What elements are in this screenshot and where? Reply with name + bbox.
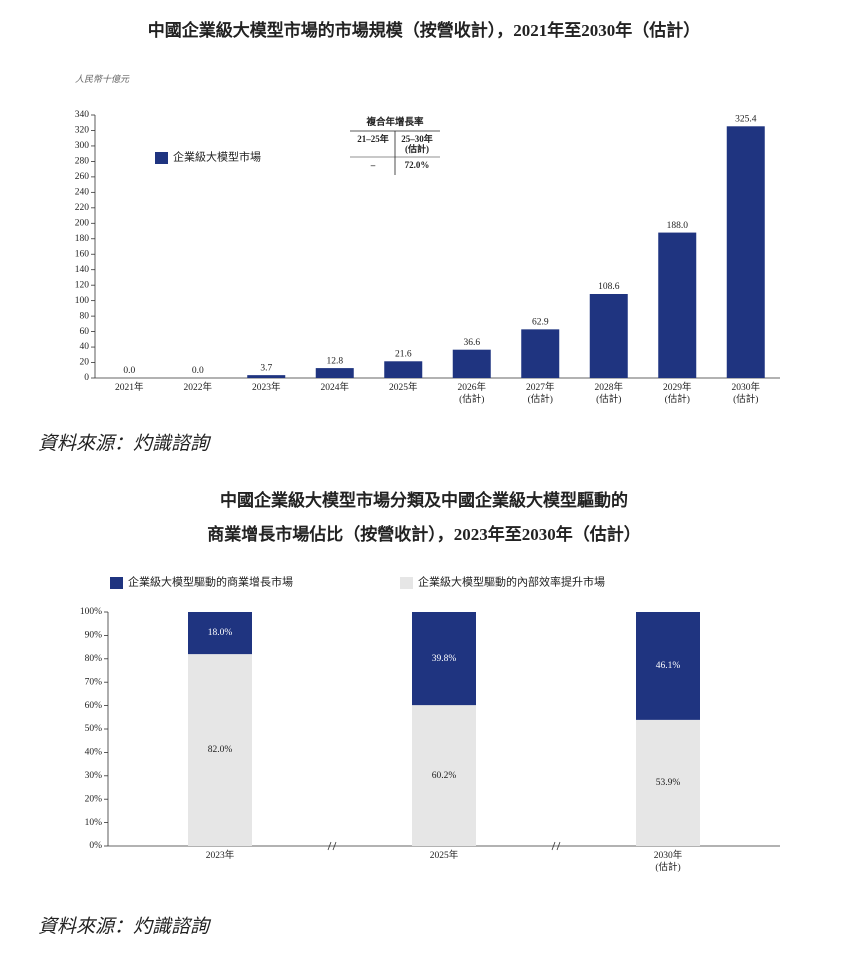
value-label: 36.6 xyxy=(463,338,480,348)
y-tick-label: 240 xyxy=(75,188,90,198)
x-tick-label: 2028年(估計) xyxy=(594,381,623,405)
y-tick-label: 120 xyxy=(75,280,90,290)
axis-break xyxy=(551,841,561,851)
y-tick-label: 60 xyxy=(80,327,90,337)
x-tick-label: 2022年 xyxy=(183,381,212,393)
bar-segment xyxy=(188,654,252,846)
legend-swatch xyxy=(155,152,168,164)
value-label: 12.8 xyxy=(326,356,343,366)
y-tick-label: 50% xyxy=(85,724,103,734)
x-tick-label: 2025年 xyxy=(389,381,418,393)
bar xyxy=(658,232,697,378)
table-value: 72.0% xyxy=(405,160,430,170)
x-tick-label: 2025年 xyxy=(430,849,459,861)
source: 資料來源：灼識諮詢 xyxy=(38,432,212,454)
y-tick-label: 260 xyxy=(75,172,90,182)
y-tick-label: 160 xyxy=(75,249,90,259)
bar xyxy=(726,126,765,379)
y-tick-label: 60% xyxy=(85,701,103,711)
bar-segment xyxy=(636,612,700,720)
y-tick-label: 80% xyxy=(85,654,103,664)
table-header: 25–30年(估計) xyxy=(401,133,433,154)
value-label: 39.8% xyxy=(432,654,457,664)
x-tick-label: 2030年(估計) xyxy=(731,381,760,405)
x-tick-label: 2026年(估計) xyxy=(457,381,486,405)
y-tick-label: 40 xyxy=(80,342,90,352)
y-tick-label: 280 xyxy=(75,157,90,167)
x-tick-label: 2030年(估計) xyxy=(654,849,683,873)
table-title: 複合年增長率 xyxy=(365,116,424,128)
bar-segment xyxy=(188,612,252,655)
legend-swatch xyxy=(400,577,413,589)
y-tick-label: 20% xyxy=(85,794,103,804)
legend-label: 企業級大模型驅動的內部效率提升市場 xyxy=(418,575,605,589)
value-label: 82.0% xyxy=(208,745,233,755)
value-label: 0.0 xyxy=(192,366,204,376)
bar xyxy=(452,349,491,378)
axis-break xyxy=(327,841,337,851)
x-tick-label: 2023年 xyxy=(252,381,281,393)
x-tick-label: 2021年 xyxy=(115,381,144,393)
chart-title: 中國企業級大模型市場的市場規模（按營收計），2021年至2030年（估計） xyxy=(148,20,701,40)
bar xyxy=(315,368,354,378)
legend-label: 企業級大模型驅動的商業增長市場 xyxy=(128,575,293,589)
y-tick-label: 70% xyxy=(85,677,103,687)
bar-segment xyxy=(412,705,476,846)
y-tick-label: 10% xyxy=(85,818,103,828)
unit-label: 人民幣十億元 xyxy=(75,74,130,84)
bar xyxy=(384,361,423,378)
y-tick-label: 100% xyxy=(80,607,102,617)
bar-segment xyxy=(636,719,700,846)
y-tick-label: 20 xyxy=(80,358,90,368)
value-label: 0.0 xyxy=(123,366,135,376)
value-label: 62.9 xyxy=(532,318,549,328)
bar xyxy=(521,329,560,378)
bar xyxy=(247,375,286,378)
value-label: 325.4 xyxy=(735,114,757,124)
table-header: 21–25年 xyxy=(357,133,389,144)
legend-label: 企業級大模型市場 xyxy=(173,150,261,164)
y-tick-label: 30% xyxy=(85,771,103,781)
y-tick-label: 140 xyxy=(75,265,90,275)
value-label: 3.7 xyxy=(260,363,272,373)
y-tick-label: 180 xyxy=(75,234,90,244)
value-label: 53.9% xyxy=(656,778,681,788)
y-tick-label: 90% xyxy=(85,631,103,641)
x-tick-label: 2029年(估計) xyxy=(663,381,692,405)
y-tick-label: 220 xyxy=(75,203,90,213)
table-value: – xyxy=(370,160,376,170)
value-label: 60.2% xyxy=(432,771,457,781)
y-tick-label: 0 xyxy=(84,373,89,383)
value-label: 108.6 xyxy=(598,282,620,292)
chart-title: 中國企業級大模型市場分類及中國企業級大模型驅動的商業增長市場佔比（按營收計），2… xyxy=(207,490,641,544)
bar-segment xyxy=(412,612,476,706)
x-tick-label: 2024年 xyxy=(320,381,349,393)
value-label: 46.1% xyxy=(656,661,681,671)
x-tick-label: 2023年 xyxy=(206,849,235,861)
bar xyxy=(589,293,628,378)
legend-swatch xyxy=(110,577,123,589)
source: 資料來源：灼識諮詢 xyxy=(38,915,212,937)
y-tick-label: 0% xyxy=(89,841,102,851)
value-label: 21.6 xyxy=(395,349,412,359)
x-tick-label: 2027年(估計) xyxy=(526,381,555,405)
y-tick-label: 320 xyxy=(75,126,90,136)
y-tick-label: 40% xyxy=(85,748,103,758)
y-tick-label: 300 xyxy=(75,141,90,151)
y-tick-label: 200 xyxy=(75,218,90,228)
y-tick-label: 340 xyxy=(75,110,90,120)
value-label: 18.0% xyxy=(208,628,233,638)
value-label: 188.0 xyxy=(667,221,689,231)
y-tick-label: 100 xyxy=(75,296,90,306)
y-tick-label: 80 xyxy=(80,311,90,321)
